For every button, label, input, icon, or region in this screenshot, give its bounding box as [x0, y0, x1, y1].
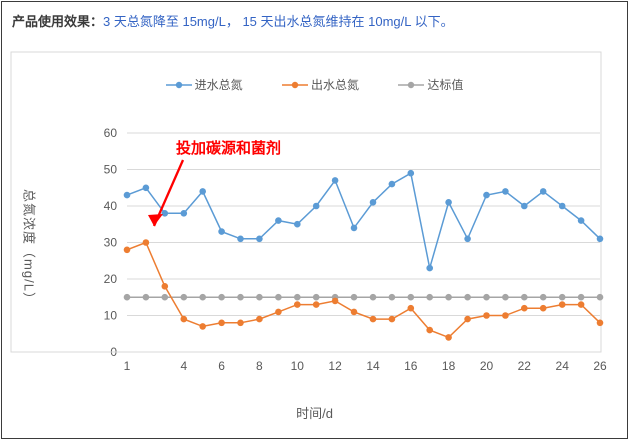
svg-text:1: 1	[124, 359, 131, 373]
svg-text:6: 6	[218, 359, 225, 373]
svg-text:20: 20	[480, 359, 494, 373]
svg-text:16: 16	[404, 359, 418, 373]
svg-text:40: 40	[104, 199, 118, 213]
svg-text:投加碳源和菌剂: 投加碳源和菌剂	[176, 139, 281, 157]
svg-text:60: 60	[104, 126, 118, 140]
svg-text:20: 20	[104, 272, 118, 286]
svg-text:18: 18	[442, 359, 456, 373]
svg-text:30: 30	[104, 236, 118, 250]
svg-text:24: 24	[556, 359, 570, 373]
svg-text:4: 4	[180, 359, 187, 373]
svg-text:8: 8	[256, 359, 263, 373]
svg-text:12: 12	[328, 359, 342, 373]
svg-text:10: 10	[104, 309, 118, 323]
svg-text:50: 50	[104, 163, 118, 177]
svg-text:22: 22	[518, 359, 532, 373]
svg-text:14: 14	[366, 359, 380, 373]
svg-text:26: 26	[593, 359, 607, 373]
svg-text:10: 10	[291, 359, 305, 373]
